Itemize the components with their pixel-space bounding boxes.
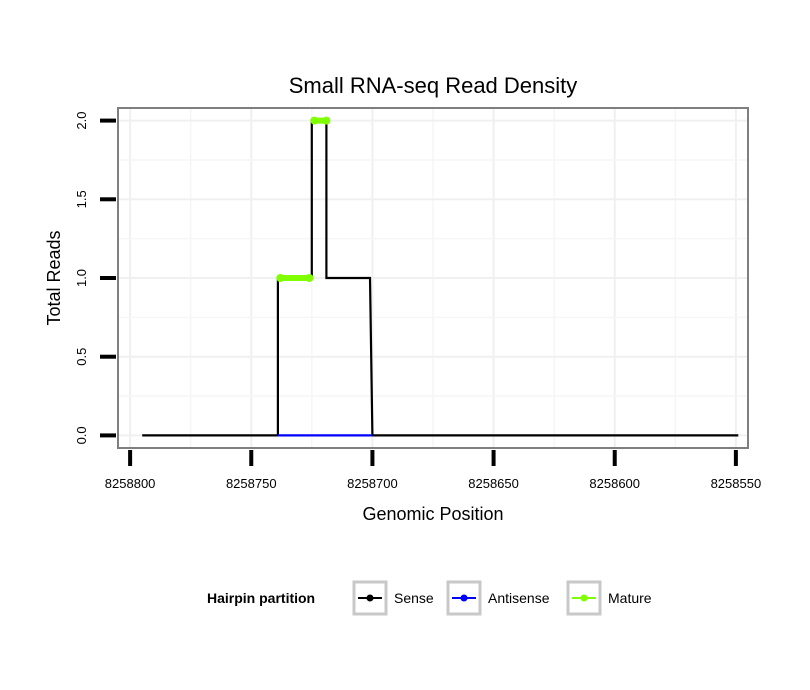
grid-lines — [118, 108, 748, 448]
y-tick-label: 2.0 — [74, 112, 89, 130]
y-axis-title: Total Reads — [44, 230, 64, 325]
x-tick-label: 8258800 — [105, 476, 156, 491]
y-tick-label: 0.5 — [74, 348, 89, 366]
series-layer — [142, 116, 739, 437]
chart-title: Small RNA-seq Read Density — [289, 73, 578, 98]
legend-label-mature: Mature — [608, 590, 652, 606]
legend-dot-antisense — [460, 594, 468, 602]
legend-title: Hairpin partition — [207, 590, 315, 606]
legend-item-antisense: Antisense — [446, 580, 550, 616]
series-point-mature — [310, 116, 319, 125]
x-axis-title: Genomic Position — [362, 504, 503, 524]
legend-dot-mature — [580, 594, 588, 602]
legend-label-sense: Sense — [394, 590, 434, 606]
series-point-mature — [322, 116, 331, 125]
x-axis: 8258800 8258750 8258700 8258650 8258600 82585… — [105, 450, 761, 491]
series-point-mature — [276, 274, 285, 282]
y-axis: 0.0 0.5 1.0 1.5 2.0 — [74, 112, 116, 444]
plot-border — [117, 107, 749, 449]
legend-item-mature: Mature — [566, 580, 652, 616]
legend: Hairpin partition Sense Antisense Mature — [207, 580, 652, 616]
x-tick-label: 8258750 — [226, 476, 277, 491]
x-tick-label: 8258600 — [589, 476, 640, 491]
legend-label-antisense: Antisense — [488, 590, 550, 606]
x-tick-label: 8258700 — [347, 476, 398, 491]
y-tick-label: 1.5 — [74, 190, 89, 208]
x-tick-label: 8258550 — [711, 476, 762, 491]
legend-item-sense: Sense — [352, 580, 434, 616]
legend-dot-sense — [366, 594, 374, 602]
x-tick-label: 8258650 — [468, 476, 519, 491]
y-tick-label: 1.0 — [74, 269, 89, 287]
series-point-mature — [305, 274, 314, 282]
y-tick-label: 0.0 — [74, 426, 89, 444]
